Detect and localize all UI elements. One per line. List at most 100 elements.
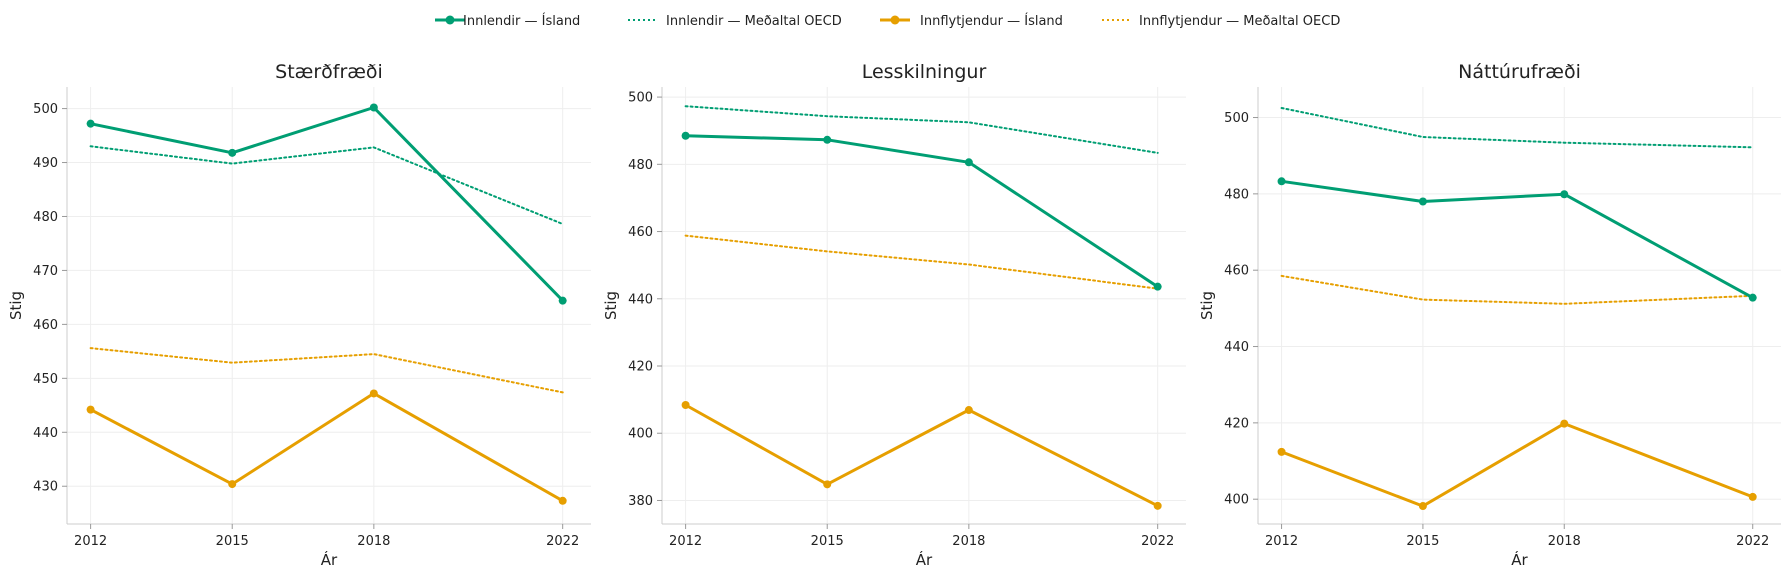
- y-tick-label: 460: [1224, 264, 1249, 279]
- series-line: [684, 134, 1160, 289]
- series: [1280, 107, 1754, 149]
- series-line: [89, 347, 564, 394]
- y-tick-label: 500: [628, 91, 653, 106]
- legend-item: Innlendir — Ísland: [435, 13, 580, 29]
- y-tick-label: 440: [628, 292, 653, 307]
- y-tick-label: 380: [628, 494, 653, 509]
- data-point: [558, 296, 567, 305]
- series-line: [89, 391, 565, 503]
- chart-panel: 430 440 450 460 470 480 490 500 2012 2015 2018 2022…: [7, 61, 591, 569]
- y-tick-label: 420: [1224, 416, 1249, 431]
- x-axis-label: Ár: [916, 550, 933, 569]
- x-tick-label: 2018: [357, 534, 390, 549]
- y-tick-label: 490: [33, 156, 58, 171]
- data-point: [681, 131, 690, 140]
- series: [86, 103, 567, 305]
- x-tick-label: 2022: [546, 534, 579, 549]
- series-line: [1280, 179, 1755, 300]
- data-point: [823, 135, 832, 144]
- y-axis-label: Stig: [602, 291, 620, 320]
- y-tick-label: 400: [1224, 493, 1249, 508]
- y-tick-label: 480: [1224, 187, 1249, 202]
- x-tick-label: 2015: [216, 534, 249, 549]
- series: [89, 145, 564, 225]
- x-tick-label: 2022: [1736, 534, 1769, 549]
- y-tick-label: 480: [628, 158, 653, 173]
- panel-title: Náttúrufræði: [1458, 61, 1581, 83]
- data-point: [1277, 177, 1286, 186]
- series: [89, 347, 564, 394]
- legend-marker: [890, 15, 900, 25]
- data-point: [86, 119, 95, 128]
- y-tick-label: 460: [33, 318, 58, 333]
- x-tick-label: 2022: [1141, 534, 1174, 549]
- legend-label: Innflytjendur — Ísland: [920, 13, 1063, 29]
- series: [681, 401, 1162, 510]
- y-axis-label: Stig: [7, 291, 25, 320]
- data-point: [1560, 190, 1569, 199]
- series: [86, 389, 567, 505]
- data-point: [1748, 492, 1757, 501]
- series-line: [684, 403, 1160, 508]
- y-tick-label: 440: [33, 426, 58, 441]
- y-tick-label: 440: [1224, 340, 1249, 355]
- x-tick-label: 2015: [1406, 534, 1439, 549]
- series: [1280, 274, 1754, 305]
- series-line: [684, 105, 1159, 154]
- x-axis-label: Ár: [321, 550, 338, 569]
- data-point: [228, 480, 237, 489]
- data-point: [681, 401, 690, 410]
- x-tick-label: 2018: [952, 534, 985, 549]
- y-tick-label: 500: [1224, 111, 1249, 126]
- x-axis-label: Ár: [1511, 550, 1528, 569]
- data-point: [1748, 293, 1757, 302]
- data-point: [228, 148, 237, 157]
- data-point: [1153, 501, 1162, 510]
- data-point: [1560, 419, 1569, 428]
- series: [1277, 419, 1757, 511]
- series: [684, 234, 1159, 290]
- data-point: [86, 405, 95, 414]
- legend-label: Innflytjendur — Meðaltal OECD: [1139, 14, 1340, 29]
- legend-marker: [445, 15, 455, 25]
- data-point: [369, 103, 378, 112]
- series-line: [1280, 274, 1754, 305]
- legend: Innlendir — Ísland Innlendir — Meðaltal O…: [435, 13, 1340, 29]
- data-point: [1153, 282, 1162, 291]
- y-tick-label: 420: [628, 360, 653, 375]
- series-line: [1280, 422, 1755, 508]
- y-tick-label: 450: [33, 372, 58, 387]
- x-tick-label: 2018: [1548, 534, 1581, 549]
- y-tick-label: 480: [33, 210, 58, 225]
- data-point: [1277, 447, 1286, 456]
- panel-title: Stærðfræði: [275, 61, 383, 83]
- data-point: [823, 480, 832, 489]
- x-tick-label: 2015: [811, 534, 844, 549]
- legend-label: Innlendir — Meðaltal OECD: [666, 14, 842, 29]
- legend-item: Innlendir — Meðaltal OECD: [628, 14, 842, 29]
- x-tick-label: 2012: [1265, 534, 1298, 549]
- series-line: [1280, 107, 1754, 149]
- data-point: [1418, 197, 1427, 206]
- series: [681, 131, 1162, 291]
- chart-panel: 400 420 440 460 480 500 2012 2015 2018 2022 Náttúr…: [1198, 61, 1781, 569]
- y-tick-label: 430: [33, 480, 58, 495]
- legend-label: Innlendir — Ísland: [463, 13, 580, 29]
- data-point: [369, 389, 378, 398]
- data-point: [558, 496, 567, 505]
- x-tick-label: 2012: [669, 534, 702, 549]
- series-line: [89, 145, 564, 225]
- data-point: [964, 158, 973, 167]
- y-tick-label: 500: [33, 102, 58, 117]
- panel-title: Lesskilningur: [862, 61, 987, 83]
- y-tick-label: 470: [33, 264, 58, 279]
- series-line: [89, 106, 565, 303]
- series-line: [684, 234, 1159, 290]
- y-axis-label: Stig: [1198, 291, 1216, 320]
- chart-panel: 380 400 420 440 460 480 500 2012 2015 2018 2022 Les…: [602, 61, 1186, 569]
- legend-item: Innflytjendur — Ísland: [880, 13, 1063, 29]
- series: [1277, 177, 1757, 302]
- y-tick-label: 400: [628, 427, 653, 442]
